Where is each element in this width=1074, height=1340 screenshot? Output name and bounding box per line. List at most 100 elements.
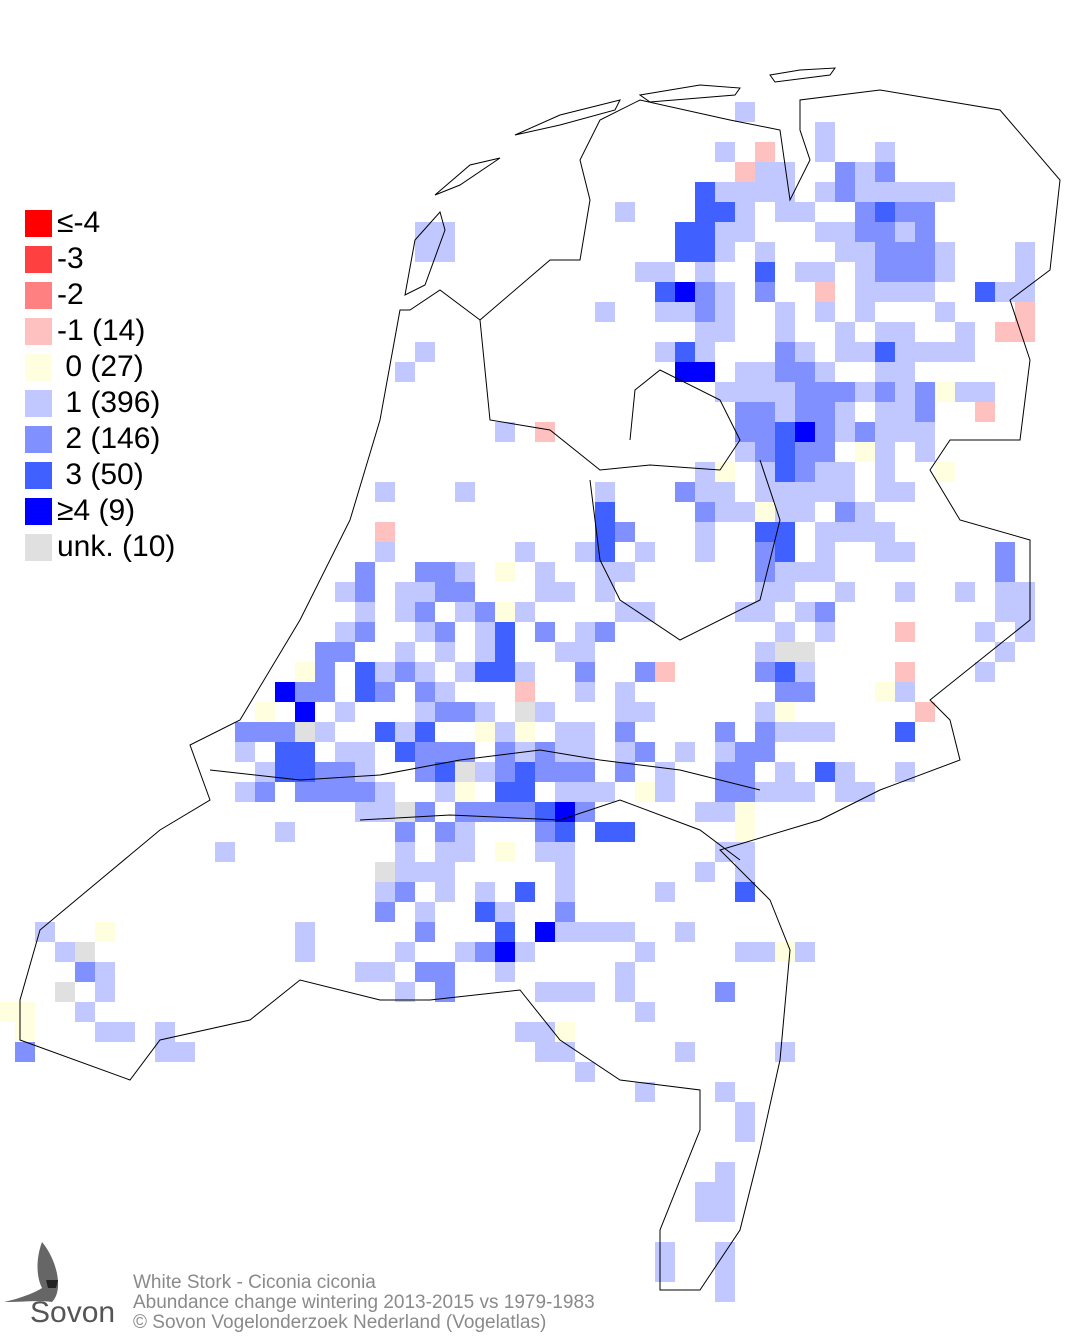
grid-cell	[935, 182, 955, 202]
grid-cell	[395, 802, 415, 822]
grid-cell	[395, 642, 415, 662]
grid-cell	[415, 802, 435, 822]
grid-cell	[855, 242, 875, 262]
grid-cell	[355, 962, 375, 982]
grid-cell	[575, 922, 595, 942]
grid-cell	[415, 722, 435, 742]
grid-cell	[695, 502, 715, 522]
grid-cell	[275, 822, 295, 842]
grid-cell	[795, 682, 815, 702]
grid-cell	[795, 782, 815, 802]
grid-cell	[775, 482, 795, 502]
grid-cell	[755, 182, 775, 202]
grid-cell	[295, 682, 315, 702]
grid-cell	[595, 922, 615, 942]
grid-cell	[595, 562, 615, 582]
grid-cell	[755, 642, 775, 662]
grid-cell	[295, 762, 315, 782]
grid-cell	[715, 1262, 735, 1282]
grid-cell	[435, 782, 455, 802]
grid-cell	[775, 442, 795, 462]
legend-item: ≥4 (9)	[25, 493, 175, 529]
grid-cell	[535, 842, 555, 862]
grid-cell	[635, 1082, 655, 1102]
grid-cell	[415, 702, 435, 722]
grid-cell	[375, 862, 395, 882]
grid-cell	[895, 582, 915, 602]
grid-cell	[375, 482, 395, 502]
grid-cell	[455, 662, 475, 682]
grid-cell	[855, 162, 875, 182]
grid-cell	[495, 642, 515, 662]
grid-cell	[835, 422, 855, 442]
grid-cell	[755, 502, 775, 522]
grid-cell	[855, 222, 875, 242]
grid-cells	[0, 102, 1035, 1302]
grid-cell	[655, 262, 675, 282]
grid-cell	[875, 142, 895, 162]
grid-cell	[515, 1022, 535, 1042]
grid-cell	[735, 802, 755, 822]
grid-cell	[455, 742, 475, 762]
grid-cell	[595, 622, 615, 642]
grid-cell	[775, 662, 795, 682]
grid-cell	[755, 382, 775, 402]
grid-cell	[495, 742, 515, 762]
grid-cell	[775, 942, 795, 962]
legend-label: -1 (14)	[57, 314, 146, 347]
grid-cell	[975, 622, 995, 642]
grid-cell	[435, 702, 455, 722]
grid-cell	[815, 622, 835, 642]
grid-cell	[715, 982, 735, 1002]
grid-cell	[935, 242, 955, 262]
grid-cell	[775, 562, 795, 582]
grid-cell	[395, 362, 415, 382]
grid-cell	[575, 682, 595, 702]
grid-cell	[235, 742, 255, 762]
grid-cell	[635, 942, 655, 962]
grid-cell	[575, 662, 595, 682]
grid-cell	[395, 582, 415, 602]
grid-cell	[795, 482, 815, 502]
grid-cell	[335, 642, 355, 662]
grid-cell	[235, 722, 255, 742]
grid-cell	[775, 422, 795, 442]
grid-cell	[275, 682, 295, 702]
grid-cell	[695, 542, 715, 562]
grid-cell	[855, 782, 875, 802]
grid-cell	[815, 402, 835, 422]
legend-swatch	[25, 389, 52, 417]
grid-cell	[335, 742, 355, 762]
grid-cell	[655, 342, 675, 362]
grid-cell	[815, 362, 835, 382]
grid-cell	[695, 1202, 715, 1222]
grid-cell	[55, 942, 75, 962]
grid-cell	[815, 462, 835, 482]
grid-cell	[315, 762, 335, 782]
species-title: White Stork - Ciconia ciconia	[133, 1272, 376, 1293]
grid-cell	[95, 922, 115, 942]
grid-cell	[555, 982, 575, 1002]
grid-cell	[815, 442, 835, 462]
legend-label: 2 (146)	[57, 422, 161, 455]
grid-cell	[475, 902, 495, 922]
grid-cell	[995, 542, 1015, 562]
grid-cell	[755, 282, 775, 302]
grid-cell	[635, 782, 655, 802]
grid-cell	[815, 182, 835, 202]
grid-cell	[475, 662, 495, 682]
grid-cell	[15, 1002, 35, 1022]
grid-cell	[735, 602, 755, 622]
grid-cell	[555, 722, 575, 742]
legend-swatch	[25, 209, 52, 237]
grid-cell	[455, 602, 475, 622]
grid-cell	[695, 222, 715, 242]
grid-cell	[755, 142, 775, 162]
legend-label: 3 (50)	[57, 458, 144, 491]
grid-cell	[895, 262, 915, 282]
grid-cell	[475, 882, 495, 902]
grid-cell	[775, 682, 795, 702]
grid-cell	[615, 962, 635, 982]
grid-cell	[875, 342, 895, 362]
grid-cell	[415, 622, 435, 642]
